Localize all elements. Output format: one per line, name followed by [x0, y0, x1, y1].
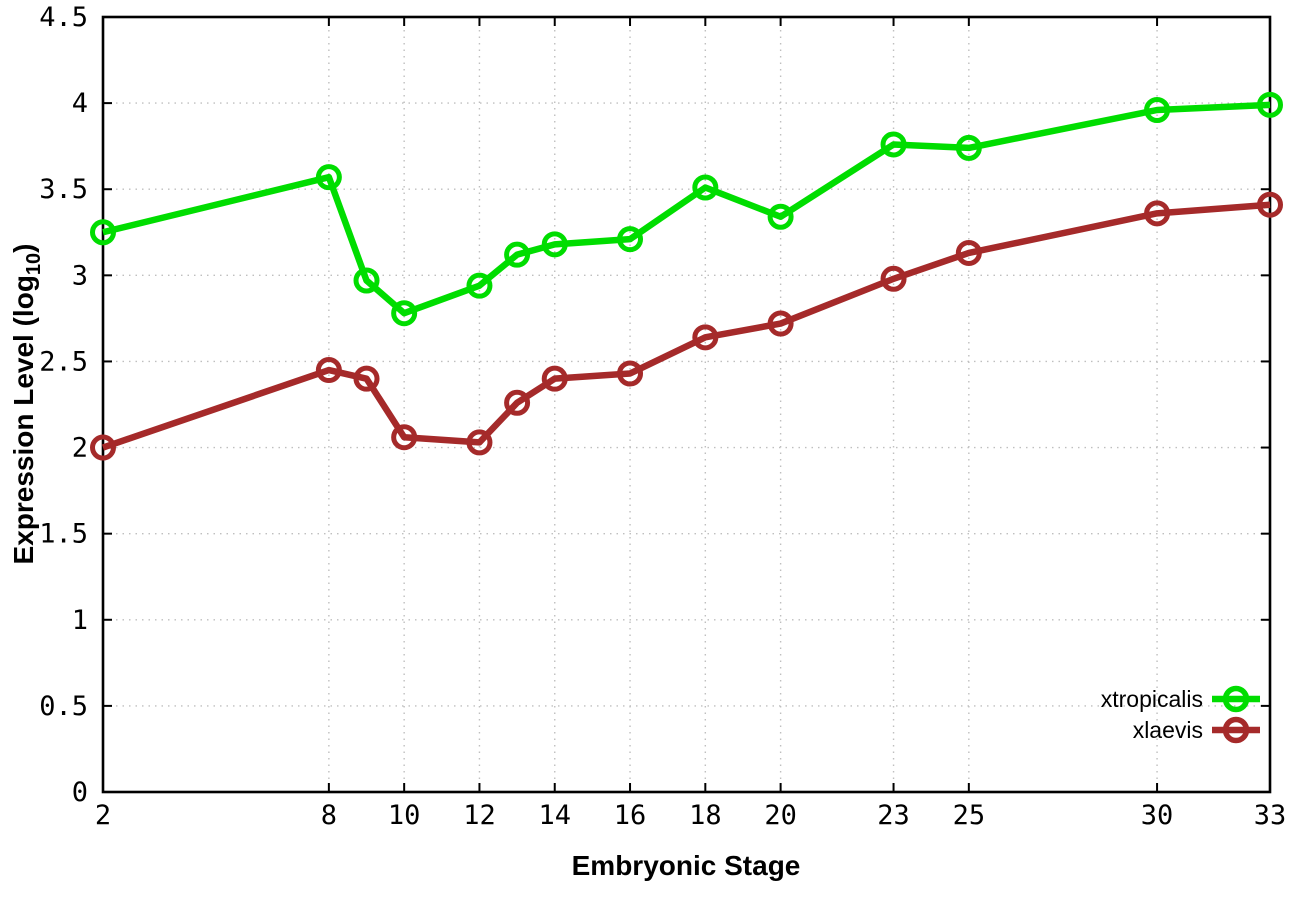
y-axis-label-suffix: ) [8, 243, 40, 253]
legend-marker-icon [1212, 685, 1260, 713]
legend-label: xtropicalis [1100, 686, 1203, 712]
svg-text:23: 23 [877, 800, 910, 831]
y-axis-label-text: Expression Level (log [8, 275, 40, 565]
y-axis-label-subscript: 10 [22, 252, 45, 276]
svg-text:25: 25 [953, 800, 986, 831]
x-axis-label: Embryonic Stage [571, 850, 801, 881]
svg-text:2: 2 [72, 433, 88, 464]
legend-entry-xlaevis: xlaevis [1101, 715, 1260, 745]
svg-text:1: 1 [72, 605, 88, 636]
svg-text:0: 0 [72, 777, 88, 808]
y-axis-label: Expression Level (log10) [8, 244, 46, 565]
svg-text:14: 14 [538, 800, 571, 831]
svg-text:8: 8 [321, 800, 337, 831]
svg-text:20: 20 [764, 800, 797, 831]
svg-text:10: 10 [388, 800, 421, 831]
legend-marker-icon [1212, 716, 1260, 744]
svg-text:2: 2 [95, 800, 111, 831]
svg-text:1.5: 1.5 [39, 519, 88, 550]
svg-text:30: 30 [1141, 800, 1174, 831]
svg-text:33: 33 [1254, 800, 1287, 831]
svg-text:4.5: 4.5 [39, 2, 88, 33]
legend: xtropicalis xlaevis [1101, 684, 1260, 745]
plot-border [101, 15, 1272, 794]
svg-text:4: 4 [72, 88, 88, 119]
legend-entry-xtropicalis: xtropicalis [1101, 684, 1260, 714]
svg-text:12: 12 [463, 800, 496, 831]
svg-text:2.5: 2.5 [39, 346, 88, 377]
svg-text:3.5: 3.5 [39, 174, 88, 205]
svg-text:18: 18 [689, 800, 722, 831]
legend-label: xlaevis [1132, 717, 1203, 743]
svg-text:3: 3 [72, 260, 88, 291]
svg-text:16: 16 [614, 800, 647, 831]
svg-text:0.5: 0.5 [39, 691, 88, 722]
